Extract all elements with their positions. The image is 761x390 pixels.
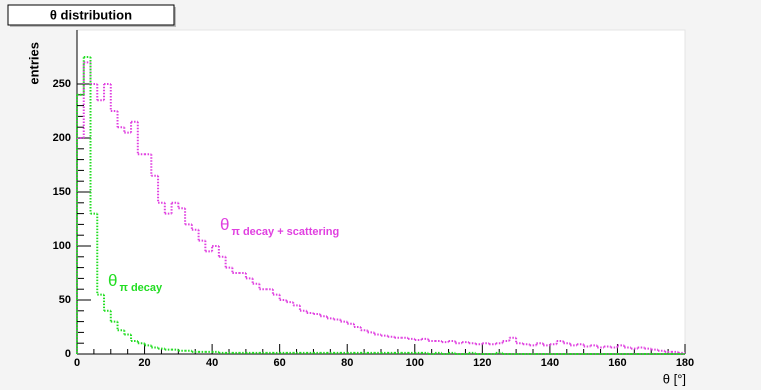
x-tick-label: 100 (406, 357, 424, 369)
x-tick-label: 0 (74, 357, 80, 369)
x-tick-label: 60 (274, 357, 286, 369)
y-tick-label: 50 (59, 294, 71, 306)
plot-frame (76, 29, 686, 355)
x-tick-label: 40 (206, 357, 218, 369)
title-box (7, 4, 175, 26)
y-tick-label: 100 (53, 240, 71, 252)
series-label-subscript: π decay + scattering (231, 226, 339, 238)
x-tick-label: 180 (676, 357, 694, 369)
series-label-subscript: π decay (119, 282, 163, 294)
x-tick-label: 20 (138, 357, 150, 369)
x-axis-label: θ [°] (663, 371, 686, 386)
series-label-symbol: θ (108, 271, 117, 290)
y-tick-label: 250 (53, 78, 71, 90)
x-tick-label: 120 (473, 357, 491, 369)
y-axis-label: entries (26, 42, 41, 85)
x-tick-label: 80 (341, 357, 353, 369)
y-tick-label: 150 (53, 186, 71, 198)
x-tick-label: 160 (608, 357, 626, 369)
chart-title: θ distribution (50, 7, 132, 22)
series-label-symbol: θ (220, 215, 229, 234)
y-tick-label: 0 (65, 348, 71, 360)
y-tick-label: 200 (53, 132, 71, 144)
x-tick-label: 140 (541, 357, 559, 369)
